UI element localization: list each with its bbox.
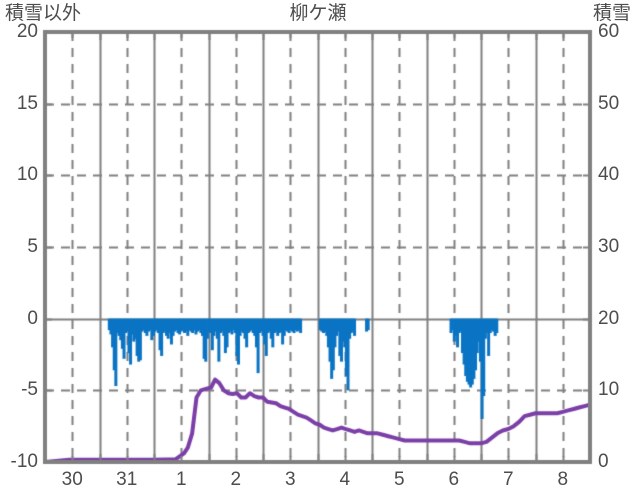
x-tick-5: 5 xyxy=(393,469,405,490)
left-tick-20: 20 xyxy=(16,21,38,42)
x-tick-31: 31 xyxy=(116,469,138,490)
right-tick-10: 10 xyxy=(598,379,620,401)
x-tick-1: 1 xyxy=(175,469,187,490)
right-axis-title: 積雪 xyxy=(592,3,631,24)
x-tick-8: 8 xyxy=(557,469,569,490)
left-tick--10: -10 xyxy=(10,451,38,472)
right-tick-60: 60 xyxy=(598,21,620,42)
left-tick-5: 5 xyxy=(27,236,38,257)
x-tick-7: 7 xyxy=(502,469,514,490)
x-tick-3: 3 xyxy=(284,469,296,490)
left-tick--5: -5 xyxy=(21,379,38,401)
x-tick-30: 30 xyxy=(61,469,83,490)
right-tick-40: 40 xyxy=(598,164,620,186)
right-tick-0: 0 xyxy=(598,451,609,472)
right-tick-50: 50 xyxy=(598,92,620,114)
right-tick-30: 30 xyxy=(598,236,620,257)
left-tick-0: 0 xyxy=(27,307,38,329)
left-axis-title: 積雪以外 xyxy=(5,3,82,24)
left-tick-15: 15 xyxy=(16,92,38,114)
x-tick-4: 4 xyxy=(339,469,351,490)
left-tick-10: 10 xyxy=(16,164,38,186)
right-tick-20: 20 xyxy=(598,307,620,329)
page-title: 柳ケ瀬 xyxy=(289,3,347,24)
x-tick-6: 6 xyxy=(448,469,460,490)
x-tick-2: 2 xyxy=(230,469,242,490)
